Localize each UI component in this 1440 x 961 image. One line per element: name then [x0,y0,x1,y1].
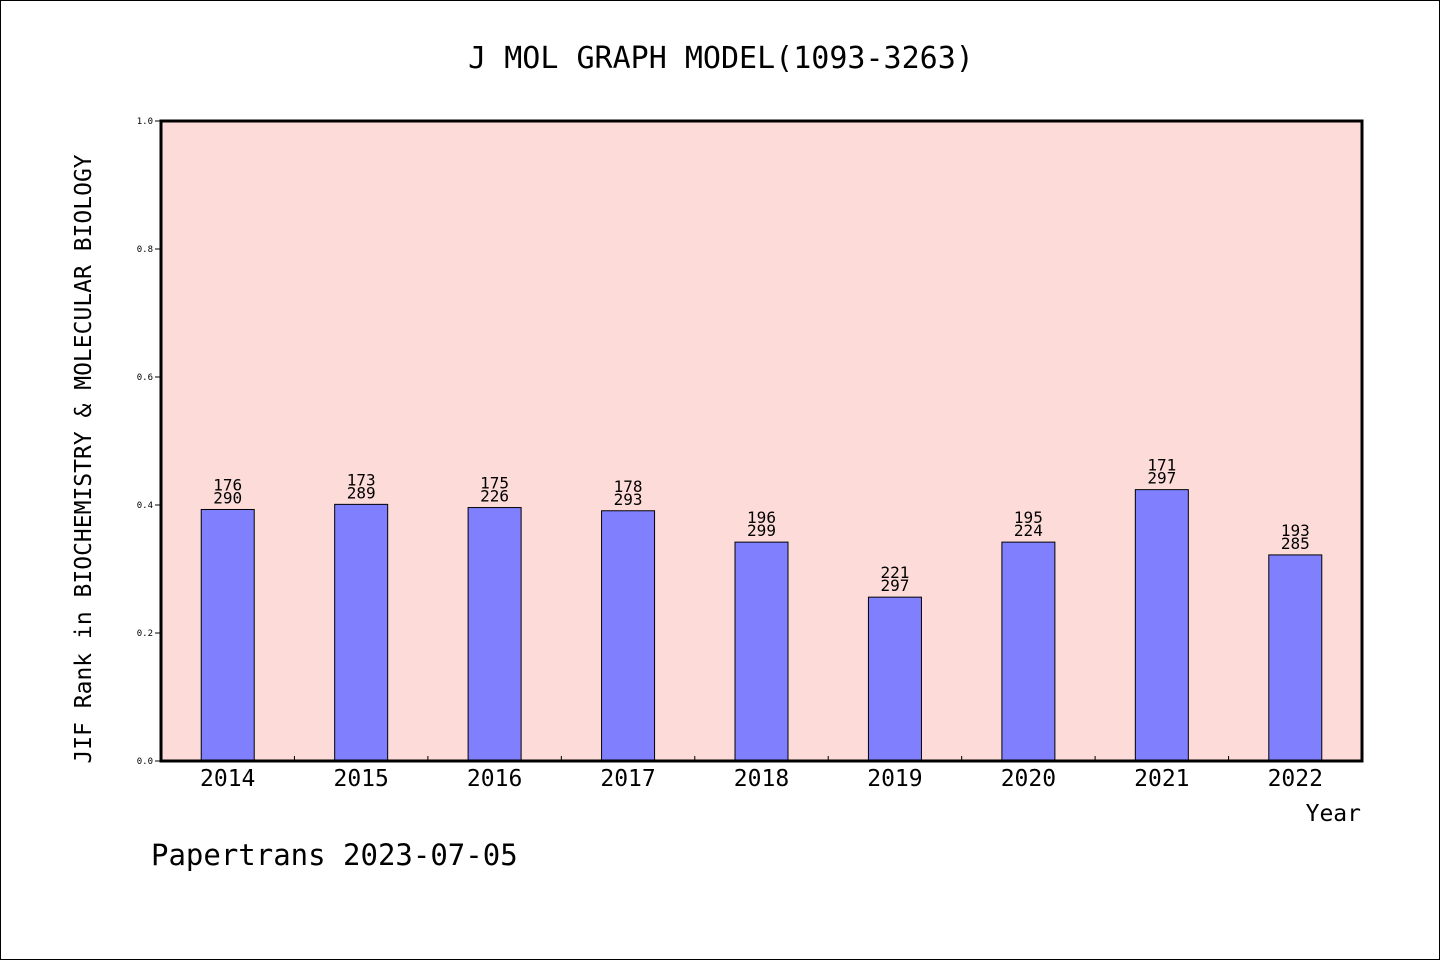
bar [734,541,789,762]
bar [867,596,922,762]
x-tick-label: 2014 [200,766,255,792]
y-tick-label: 0.0 [137,757,153,767]
plot-border [159,119,1364,763]
bar-rank-label: 173 [347,470,376,489]
y-tick-label: 0.6 [137,373,153,383]
bar-rank-label: 195 [1014,508,1043,527]
bar [200,508,255,762]
bar-total-label: 289 [347,483,376,502]
x-tick-label: 2020 [1001,766,1056,792]
bar-total-label: 297 [1147,469,1176,488]
bar [334,503,389,762]
bar-total-label: 285 [1281,534,1310,553]
y-tick-label: 0.8 [137,245,153,255]
bar-rank-label: 196 [747,508,776,527]
bar-total-label: 299 [747,521,776,540]
y-tick-label: 0.2 [137,629,153,639]
x-tick-label: 2016 [467,766,522,792]
bar-rank-label: 221 [880,563,909,582]
bar-rank-label: 178 [614,477,643,496]
y-axis-label: JIF Rank in BIOCHEMISTRY & MOLECULAR BIO… [71,154,97,763]
bar [1268,554,1323,762]
bar-rank-label: 175 [480,474,509,493]
bar [1134,489,1189,762]
bar-rank-label: 171 [1147,456,1176,475]
bar [467,507,522,762]
y-tick-label: 1.0 [137,117,153,127]
x-tick-label: 2019 [867,766,922,792]
x-tick-label: 2018 [734,766,789,792]
x-tick-label: 2022 [1268,766,1323,792]
footer-text: Papertrans 2023-07-05 [151,838,518,872]
bar-rank-label: 176 [213,475,242,494]
bar-total-label: 224 [1014,521,1043,540]
x-axis-label: Year [1306,801,1361,827]
bar [601,510,656,762]
bar-total-label: 297 [880,576,909,595]
chart-title: J MOL GRAPH MODEL(1093-3263) [468,41,974,76]
bar-total-label: 290 [213,488,242,507]
x-tick-label: 2021 [1134,766,1189,792]
bar [1001,541,1056,762]
y-tick-label: 0.4 [137,501,153,511]
bar-total-label: 293 [614,490,643,509]
bar-total-label: 226 [480,487,509,506]
x-tick-label: 2015 [333,766,388,792]
x-tick-label: 2017 [600,766,655,792]
bar-rank-label: 193 [1281,521,1310,540]
